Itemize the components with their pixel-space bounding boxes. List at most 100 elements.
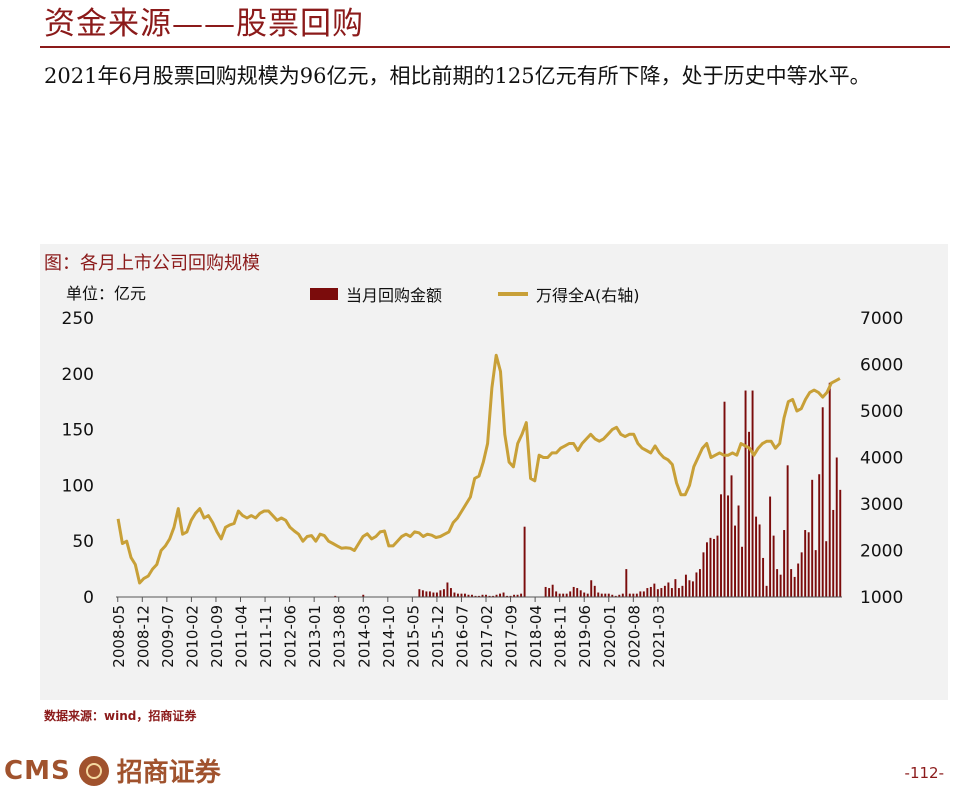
bar [758,524,761,597]
x-tick-label: 2012-06 [282,605,300,668]
x-tick-label: 2018-11 [552,605,570,668]
x-tick-label: 2015-05 [404,605,422,668]
bar [604,593,607,597]
x-tick-label: 2013-01 [306,605,324,668]
bar [730,475,733,597]
bar [432,592,435,597]
bar [334,595,337,597]
bar [702,552,705,597]
x-tick-label: 2010-02 [183,605,201,668]
bar [513,594,516,597]
bar [523,526,526,597]
bar [663,585,666,597]
y-left-tick-label: 250 [62,309,94,329]
figure-title: 图：各月上市公司回购规模 [44,253,260,274]
bar [835,457,838,597]
bar [435,592,438,597]
bar [471,594,473,597]
bar [720,494,722,597]
bar [421,590,424,597]
bar [467,594,470,597]
bar [548,588,551,597]
bar [688,580,691,597]
bar [439,590,442,597]
bar [562,593,565,597]
bar [362,594,365,597]
bar [709,537,712,597]
bar [691,581,694,597]
bar [646,588,649,597]
bar [839,489,842,597]
x-tick-label: 2008-12 [134,605,152,668]
bar [653,583,656,597]
x-tick-label: 2011-04 [233,605,251,668]
bar [632,593,635,597]
unit-label: 单位：亿元 [66,284,147,303]
bar [593,585,596,597]
page-title: 资金来源——股票回购 [44,6,364,42]
x-tick-label: 2020-01 [601,605,619,668]
bar [793,576,796,597]
legend-line-swatch [498,292,528,296]
bar [779,574,782,597]
bar [474,595,477,597]
bar [464,593,466,597]
bar [776,569,779,597]
bar [555,591,558,597]
bar [684,574,687,597]
bar [790,569,793,597]
y-left-tick-label: 100 [62,476,94,496]
bar [695,572,698,597]
legend-bar-swatch [310,288,338,300]
bar [488,595,491,597]
bar [769,496,772,597]
bar [428,591,431,597]
index-line [116,353,841,585]
bar [804,530,807,597]
bar [660,588,663,597]
y-right-tick-label: 2000 [860,542,903,562]
bar [614,595,617,597]
y-right-tick-label: 7000 [860,309,903,329]
bar [478,595,480,597]
bar [516,594,519,597]
bar [706,542,708,597]
company-logo: CMS 招商证券 [4,752,221,789]
y-right-tick-label: 5000 [860,402,903,422]
y-left-tick-label: 150 [62,421,94,441]
bar [600,593,603,597]
bar [449,588,452,597]
bar [551,584,554,597]
bar [481,594,484,597]
legend-item-line: 万得全A(右轴) [498,282,639,306]
bar [499,593,502,597]
bar [772,535,775,597]
bar [579,590,582,597]
bar [762,557,765,597]
bar [765,585,768,597]
x-tick-label: 2019-06 [576,605,594,668]
bar [814,550,817,597]
bar [625,569,628,597]
bar [565,593,568,597]
bar [828,382,831,597]
bar [649,586,652,597]
bar [667,582,670,597]
data-source: 数据来源：wind，招商证券 [44,709,197,723]
y-left-tick-label: 50 [72,532,94,552]
x-tick-label: 2013-08 [331,605,349,668]
bar [811,479,814,597]
bar [698,569,701,597]
x-tick-label: 2014-10 [380,605,398,668]
bar [492,595,494,597]
bar [569,591,572,597]
bar [611,594,614,597]
bar [716,535,719,597]
bar [751,390,754,597]
y-left-tick-label: 200 [62,365,94,385]
bar [821,407,824,597]
x-tick-label: 2009-07 [159,605,177,668]
bar [807,532,810,597]
bar [635,593,638,597]
bar [425,591,428,597]
